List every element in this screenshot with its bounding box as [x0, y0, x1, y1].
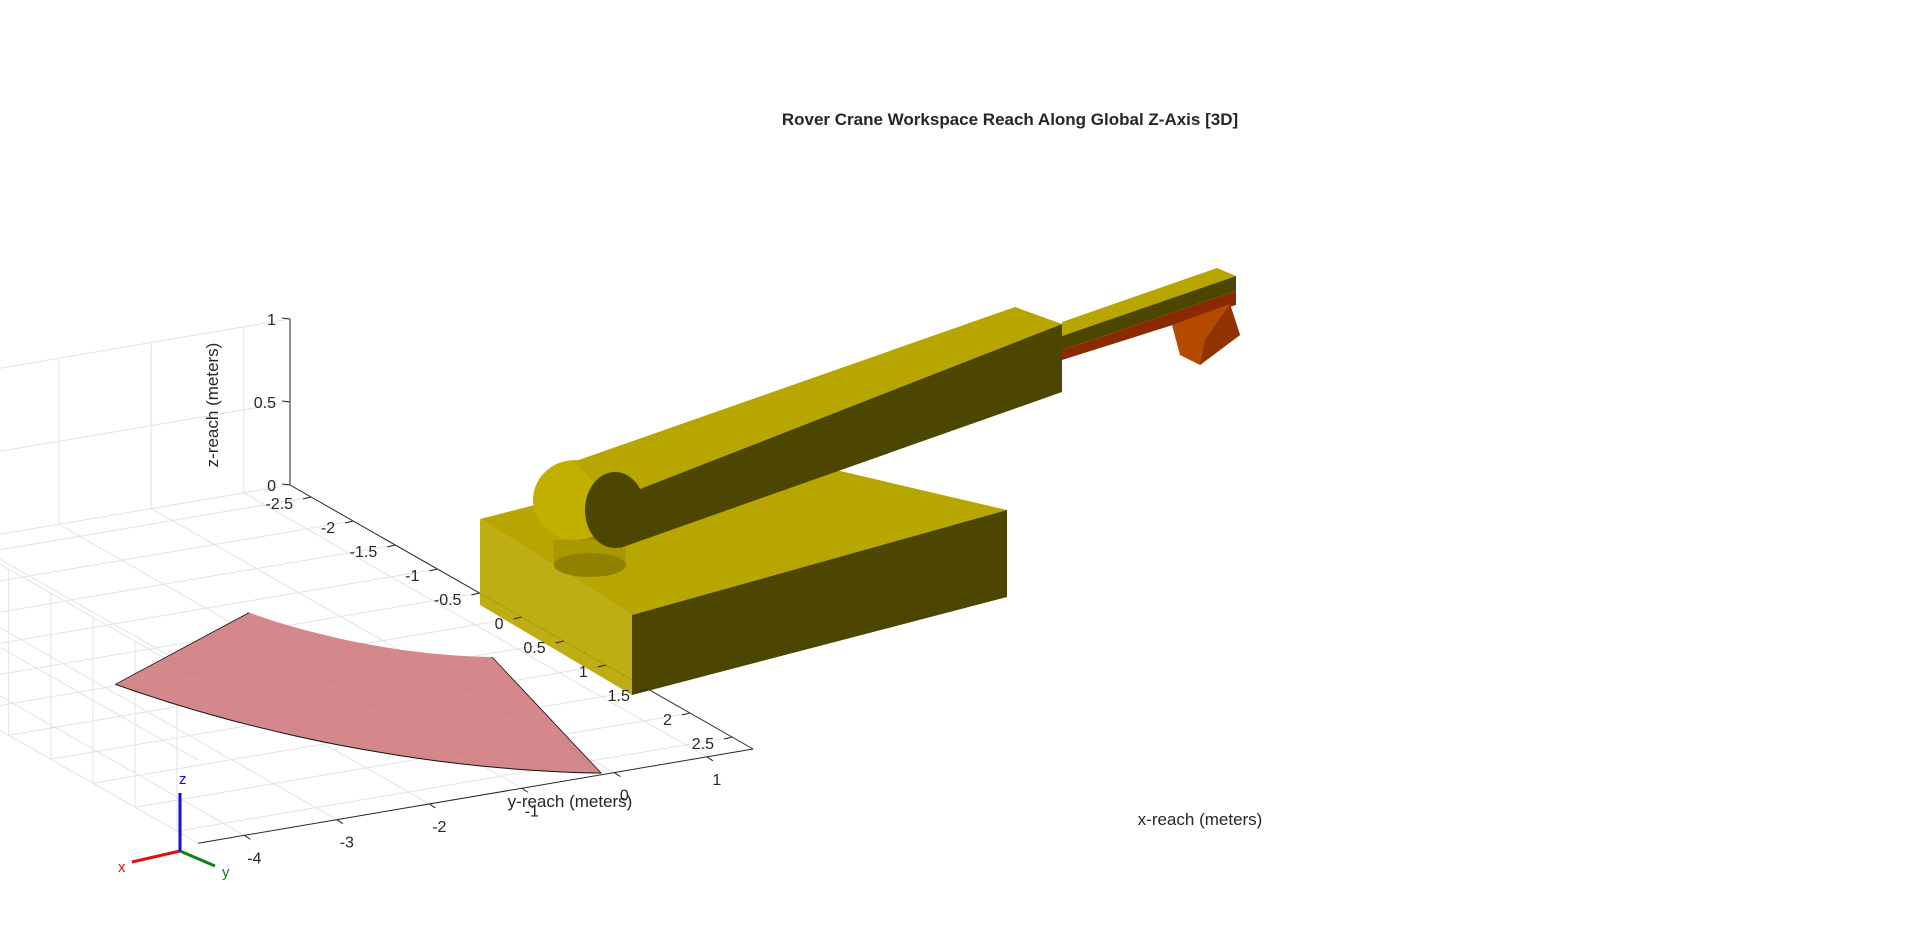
crane-boom-top — [573, 307, 1062, 500]
grid-line — [0, 646, 199, 761]
grid-line — [134, 712, 691, 808]
crane-boom-side — [612, 324, 1062, 548]
grid-line — [0, 496, 312, 551]
y-tick-label: 2 — [663, 712, 672, 729]
grid-line — [0, 520, 354, 582]
z-tick-label: 0.5 — [254, 395, 276, 412]
y-tick — [513, 616, 522, 620]
crane-base-side — [632, 510, 1007, 695]
y-tick — [555, 640, 564, 644]
grid-line — [0, 563, 199, 678]
x-tick — [521, 787, 529, 793]
x-tick — [244, 834, 251, 840]
y-tick-label: -0.5 — [434, 592, 462, 609]
y-tick — [302, 496, 312, 500]
x-tick-label: -1 — [525, 803, 539, 820]
crane-extension-side — [1062, 276, 1236, 350]
grid-line — [0, 729, 199, 844]
x-axis-line — [198, 748, 754, 844]
workspace-side-edge — [491, 656, 602, 774]
x-tick — [706, 756, 714, 762]
y-tick-label: 1 — [579, 664, 588, 681]
workspace-outer-edge — [115, 683, 602, 774]
y-tick — [639, 688, 648, 692]
y-axis-label: y-reach (meters) — [508, 792, 633, 811]
x-tick-label: -3 — [340, 835, 354, 852]
y-tick-label: -1.5 — [350, 544, 378, 561]
triad-z-label: z — [179, 771, 187, 788]
chart-title: Rover Crane Workspace Reach Along Global… — [782, 110, 1238, 129]
x-tick-label: 0 — [620, 788, 629, 805]
crane-turntable-bottom — [554, 553, 626, 577]
x-axis-label: x-reach (meters) — [1138, 810, 1263, 829]
x-tick-label: 1 — [712, 772, 721, 789]
x-tick-label: -2 — [432, 819, 446, 836]
grid-line — [0, 568, 438, 644]
y-tick-label: 2.5 — [692, 736, 714, 753]
y-tick-label: 0 — [495, 616, 504, 633]
grid-line — [0, 544, 396, 613]
grid-line — [0, 484, 291, 535]
workspace-side-edge — [115, 612, 250, 685]
triad-y-axis — [179, 849, 216, 868]
crane-extension-underside — [1062, 291, 1236, 360]
y-tick — [723, 736, 733, 740]
z-tick-label: 0 — [267, 478, 276, 495]
triad-x-label: x — [118, 859, 126, 876]
crane-boom-end — [585, 472, 645, 548]
z-tick-label: 1 — [267, 312, 276, 329]
y-tick — [345, 520, 354, 524]
z-tick — [281, 400, 291, 403]
triad-x-axis — [131, 849, 181, 864]
y-tick — [429, 568, 438, 572]
tick-labels: 1 0 -1 -2 -3 -4 -2.5 -2 -1.5 -1 -0.5 0 0.5 1 1.5 2 2.5 0 0… — [244, 312, 733, 867]
x-tick — [336, 819, 344, 825]
y-tick — [387, 544, 396, 548]
y-tick — [681, 712, 691, 716]
grid-line — [176, 736, 733, 832]
z-tick — [281, 317, 291, 320]
workspace-surface-group — [115, 612, 602, 774]
y-tick-label: -1 — [405, 568, 419, 585]
y-tick — [471, 592, 480, 596]
y-tick — [597, 664, 606, 668]
crane-model — [480, 268, 1240, 695]
z-tick — [281, 483, 291, 486]
orientation-triad: x y z — [118, 771, 230, 881]
y-tick-label: -2 — [321, 520, 335, 537]
y-tick-label: 1.5 — [608, 688, 630, 705]
x-tick — [614, 772, 621, 777]
crane-extension-top — [1062, 268, 1236, 336]
y-tick-label: 0.5 — [523, 640, 545, 657]
crane-base-front — [480, 519, 632, 695]
x-tick-label: -4 — [247, 850, 261, 867]
grid-line — [0, 318, 291, 369]
grid-line — [0, 401, 291, 452]
workspace-surface — [115, 612, 602, 774]
x-tick — [429, 803, 436, 809]
triad-y-label: y — [222, 864, 230, 881]
z-axis-label: z-reach (meters) — [203, 343, 222, 468]
y-tick-label: -2.5 — [265, 496, 293, 513]
crane-tip-shade — [1200, 304, 1240, 365]
